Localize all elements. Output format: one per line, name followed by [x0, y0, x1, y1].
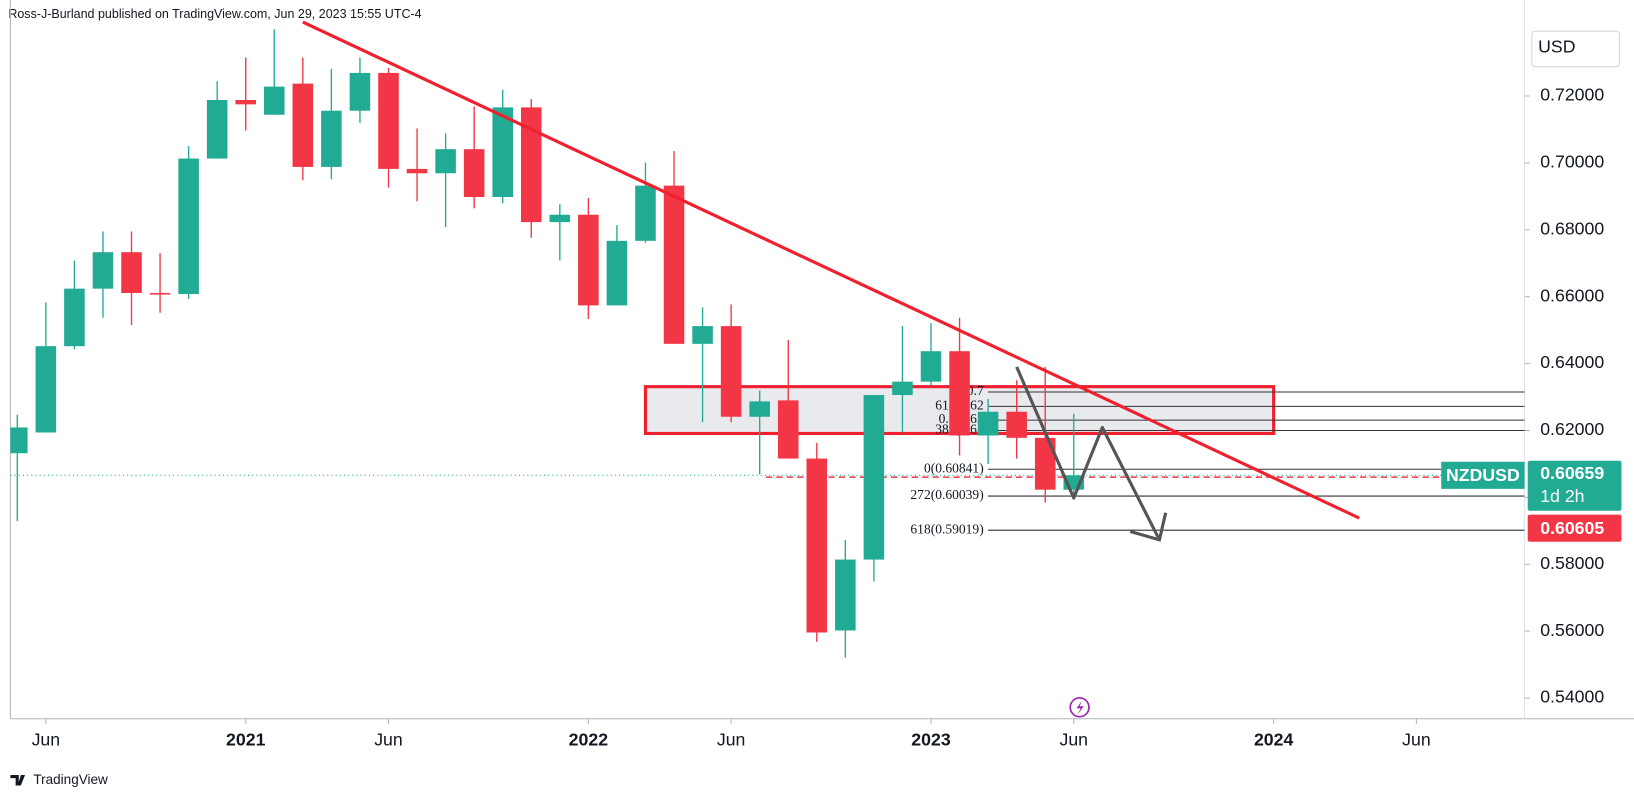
x-tick-label: Jun — [717, 729, 746, 749]
currency-box — [1531, 30, 1620, 68]
candle-body — [321, 110, 342, 167]
y-tick-label: 0.54000 — [1540, 687, 1604, 707]
axes: 0.540000.560000.580000.600000.620000.640… — [32, 85, 1622, 749]
candle-body — [806, 458, 828, 633]
alert-icon — [1069, 697, 1090, 718]
fib-label: 0(0.60841) — [924, 460, 984, 476]
candle-body — [263, 86, 285, 115]
y-tick-label: 0.68000 — [1540, 218, 1604, 238]
currency: USD — [1538, 37, 1575, 57]
candle-body — [463, 149, 485, 198]
last-price-box — [1527, 460, 1622, 511]
candle-body — [435, 149, 456, 174]
x-tick-label: 2021 — [226, 729, 266, 749]
candle-body — [178, 158, 199, 295]
forecast-path — [1015, 366, 1161, 541]
candle-body — [920, 351, 942, 382]
y-tick-label: 0.66000 — [1540, 285, 1604, 305]
fib-label: 0.7 — [967, 383, 984, 398]
candle-body — [10, 427, 28, 454]
candle-body — [606, 240, 628, 306]
candle-body — [863, 395, 885, 560]
candle-body — [663, 185, 685, 344]
candle-body — [406, 168, 428, 174]
fib-label: 618(0.59019) — [910, 521, 983, 537]
countdown: 1d 2h — [1540, 486, 1584, 506]
ref-price-box — [1527, 514, 1622, 542]
forecast-arrowhead — [1129, 512, 1168, 542]
candle-body — [292, 83, 314, 167]
trendline — [302, 20, 1360, 520]
candle-body — [121, 252, 142, 294]
fib-label: 272(0.60039) — [910, 487, 983, 503]
candle-body — [549, 214, 571, 223]
y-tick-label: 0.70000 — [1540, 152, 1604, 172]
candle-body — [35, 346, 57, 433]
candle-body — [1034, 437, 1056, 490]
candle-body — [1006, 411, 1027, 438]
candle-body — [892, 381, 913, 396]
candle-body — [378, 72, 399, 169]
x-tick-label: Jun — [1402, 729, 1431, 749]
y-tick-label: 0.64000 — [1540, 352, 1604, 372]
candle-body — [149, 293, 171, 295]
candle-body — [206, 100, 228, 159]
symbol-box — [1441, 461, 1525, 489]
candle-body — [492, 107, 513, 198]
brand-logo — [10, 775, 26, 786]
x-tick-label: Jun — [1059, 729, 1088, 749]
candle-body — [977, 411, 999, 436]
symbol-label: NZDUSD — [1446, 465, 1520, 485]
candle-body — [720, 326, 742, 417]
y-tick-label: 0.56000 — [1540, 620, 1604, 640]
candle-body — [349, 72, 371, 111]
candle-body — [949, 351, 970, 436]
x-tick-label: Jun — [32, 729, 61, 749]
candle-body — [777, 400, 799, 459]
candle-body — [635, 185, 656, 241]
ref-price-label: 0.60605 — [1540, 518, 1604, 538]
x-tick-label: 2023 — [911, 729, 951, 749]
y-tick-label: 0.58000 — [1540, 553, 1604, 573]
candle-body — [578, 214, 599, 306]
x-tick-label: 2024 — [1254, 729, 1294, 749]
x-tick-label: 2022 — [569, 729, 609, 749]
candle-body — [235, 100, 257, 105]
y-tick-label: 0.62000 — [1540, 419, 1604, 439]
y-tick-label: 0.72000 — [1540, 85, 1604, 105]
candle-body — [749, 401, 770, 417]
candle-body — [835, 559, 856, 631]
plot-area: 0.7618(0.620.5(0.62382(0.610(0.60841)272… — [10, 20, 1525, 658]
x-tick-label: Jun — [374, 729, 403, 749]
last-price-label: 0.60659 — [1540, 463, 1604, 483]
candle-body — [92, 252, 114, 289]
candle-body — [64, 288, 85, 347]
byline: Ross-J-Burland published on TradingView.… — [8, 7, 421, 21]
brand: TradingView — [33, 772, 108, 787]
candle-body — [520, 107, 542, 223]
candle-body — [692, 326, 713, 344]
